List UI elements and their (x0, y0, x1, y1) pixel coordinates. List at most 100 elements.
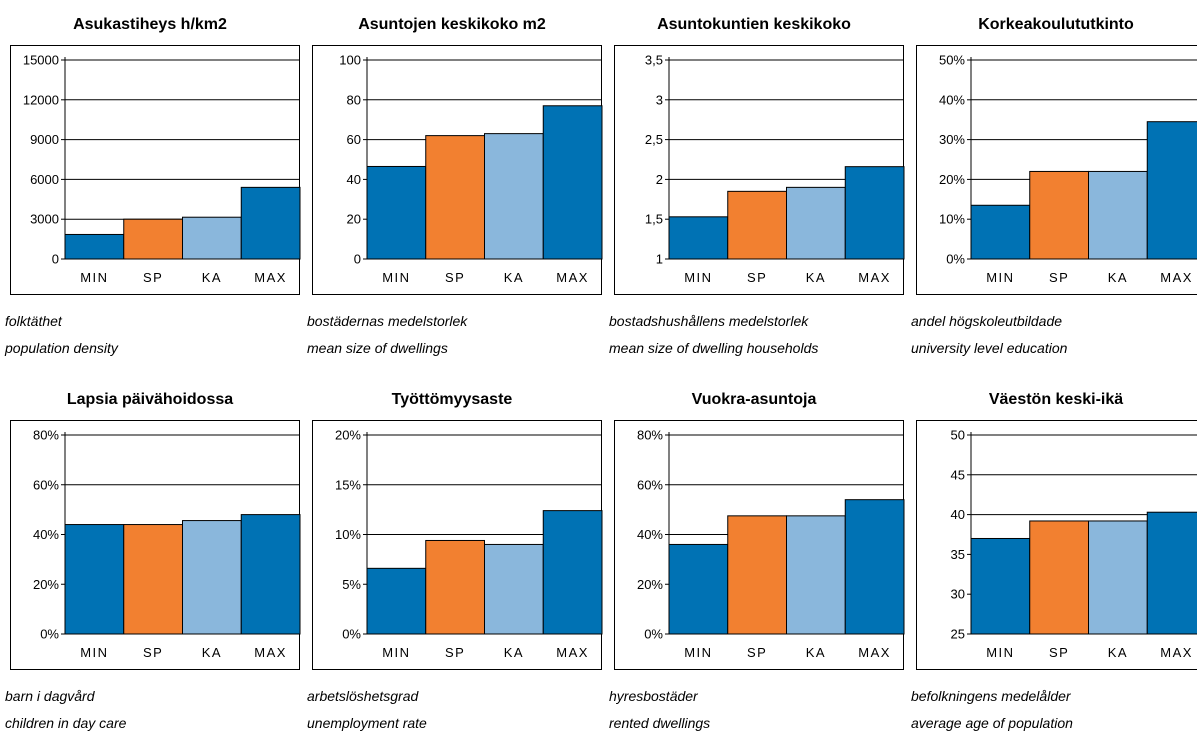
x-tick-label: SP (445, 645, 465, 660)
bar-min (970, 204, 1031, 260)
y-tick-label: 2,5 (645, 132, 663, 147)
caption-english: university level education (911, 340, 1068, 356)
bar-sp (425, 135, 485, 260)
bar-min (64, 524, 125, 635)
bar-max (240, 186, 301, 260)
y-tick-label: 40 (347, 172, 361, 187)
chart-plot: 25 30 35 40 45 50 MIN SP KA MAX (951, 428, 1197, 660)
bar-sp (727, 515, 787, 635)
chart-panel-korkeakoulututkinto: Korkeakoulututkinto 0% 10% 20% 30% 40% 50% MIN… (906, 0, 1197, 370)
bar-min (366, 165, 427, 260)
y-tick-label: 0% (342, 627, 361, 642)
bar-sp (1029, 520, 1089, 635)
y-tick-label: 1,5 (645, 212, 663, 227)
y-tick-label: 10% (335, 527, 361, 542)
y-tick-label: 40% (637, 527, 663, 542)
y-tick-label: 12000 (23, 92, 59, 107)
y-tick-label: 45 (951, 467, 965, 482)
y-tick-label: 60 (347, 132, 361, 147)
bar-max (240, 514, 301, 635)
bar-max (844, 166, 905, 260)
y-tick-label: 20% (33, 577, 59, 592)
caption-english: unemployment rate (307, 715, 427, 731)
chart-title: Työttömyysaste (391, 391, 513, 408)
x-tick-label: MIN (382, 645, 410, 660)
y-tick-label: 25 (951, 627, 965, 642)
x-tick-label: MAX (254, 270, 287, 285)
x-tick-label: KA (1108, 270, 1128, 285)
x-tick-label: MIN (684, 645, 712, 660)
bar-max (542, 510, 603, 635)
x-tick-label: KA (202, 645, 222, 660)
y-tick-label: 40% (939, 92, 965, 107)
y-tick-label: 3 (656, 92, 663, 107)
y-tick-label: 6000 (30, 172, 59, 187)
caption-swedish: barn i dagvård (5, 688, 95, 704)
x-tick-label: KA (504, 645, 524, 660)
y-tick-label: 20% (637, 577, 663, 592)
x-tick-label: SP (1049, 645, 1069, 660)
chart-title: Väestön keski-ikä (988, 391, 1124, 408)
caption-swedish: arbetslöshetsgrad (307, 688, 419, 704)
chart-title: Vuokra-asuntoja (691, 391, 817, 408)
bar-min (668, 543, 729, 635)
y-tick-label: 0% (644, 627, 663, 642)
x-tick-label: MAX (254, 645, 287, 660)
x-tick-label: SP (445, 270, 465, 285)
chart-title: Korkeakoulututkinto (978, 16, 1134, 33)
y-tick-label: 35 (951, 547, 965, 562)
bar-max (1146, 511, 1197, 635)
y-tick-label: 15% (335, 477, 361, 492)
chart-plot: 0% 5% 10% 15% 20% MIN SP KA MAX (335, 428, 603, 660)
y-tick-label: 50 (951, 428, 965, 443)
x-tick-label: SP (1049, 270, 1069, 285)
chart-panel-asuntojen-keskikoko: Asuntojen keskikoko m2 0 20 40 60 80 100 MIN SP… (302, 0, 603, 370)
y-tick-label: 60% (637, 477, 663, 492)
x-tick-label: MAX (858, 270, 891, 285)
x-tick-label: KA (806, 270, 826, 285)
chart-title: Asuntokuntien keskikoko (657, 16, 851, 33)
y-tick-label: 9000 (30, 132, 59, 147)
caption-swedish: andel högskoleutbildade (911, 313, 1063, 329)
y-tick-label: 1 (656, 252, 663, 267)
y-tick-label: 0 (354, 252, 361, 267)
y-tick-label: 60% (33, 477, 59, 492)
bar-sp (727, 190, 787, 260)
x-tick-label: MAX (556, 270, 589, 285)
bar-ka (484, 543, 544, 635)
x-tick-label: SP (143, 270, 163, 285)
y-tick-label: 40 (951, 507, 965, 522)
y-tick-label: 0% (40, 627, 59, 642)
y-tick-label: 100 (339, 53, 361, 68)
y-tick-label: 2 (656, 172, 663, 187)
y-tick-label: 10% (939, 212, 965, 227)
chart-panel-lapsia-paivahoidossa: Lapsia päivähoidossa 0% 20% 40% 60% 80% MIN SP… (0, 375, 301, 745)
chart-plot: 0% 10% 20% 30% 40% 50% MIN SP KA MAX (939, 53, 1197, 285)
y-tick-label: 20% (335, 428, 361, 443)
caption-swedish: bostadshushållens medelstorlek (609, 313, 809, 329)
bar-ka (1088, 170, 1148, 260)
chart-plot: 1 1,5 2 2,5 3 3,5 MIN SP KA MAX (645, 53, 905, 285)
chart-panel-tyottomyysaste: Työttömyysaste 0% 5% 10% 15% 20% MIN SP KA MAX a… (302, 375, 603, 745)
x-tick-label: MAX (1160, 270, 1193, 285)
y-tick-label: 20 (347, 212, 361, 227)
caption-swedish: befolkningens medelålder (911, 688, 1071, 704)
bar-sp (123, 218, 183, 260)
caption-english: rented dwellings (609, 715, 711, 731)
caption-english: average age of population (911, 715, 1073, 731)
x-tick-label: MAX (858, 645, 891, 660)
x-tick-label: SP (747, 270, 767, 285)
chart-frame (10, 45, 300, 295)
chart-frame (916, 420, 1197, 670)
x-tick-label: MIN (684, 270, 712, 285)
caption-english: children in day care (5, 715, 127, 731)
bar-max (1146, 121, 1197, 260)
chart-panel-asuntokuntien-keskikoko: Asuntokuntien keskikoko 1 1,5 2 2,5 3 3,5 MIN S… (604, 0, 905, 370)
x-tick-label: SP (143, 645, 163, 660)
chart-title: Lapsia päivähoidossa (66, 391, 234, 408)
bar-sp (425, 539, 485, 635)
y-tick-label: 80% (33, 428, 59, 443)
chart-frame (916, 45, 1197, 295)
x-tick-label: MIN (80, 270, 108, 285)
x-tick-label: MIN (80, 645, 108, 660)
